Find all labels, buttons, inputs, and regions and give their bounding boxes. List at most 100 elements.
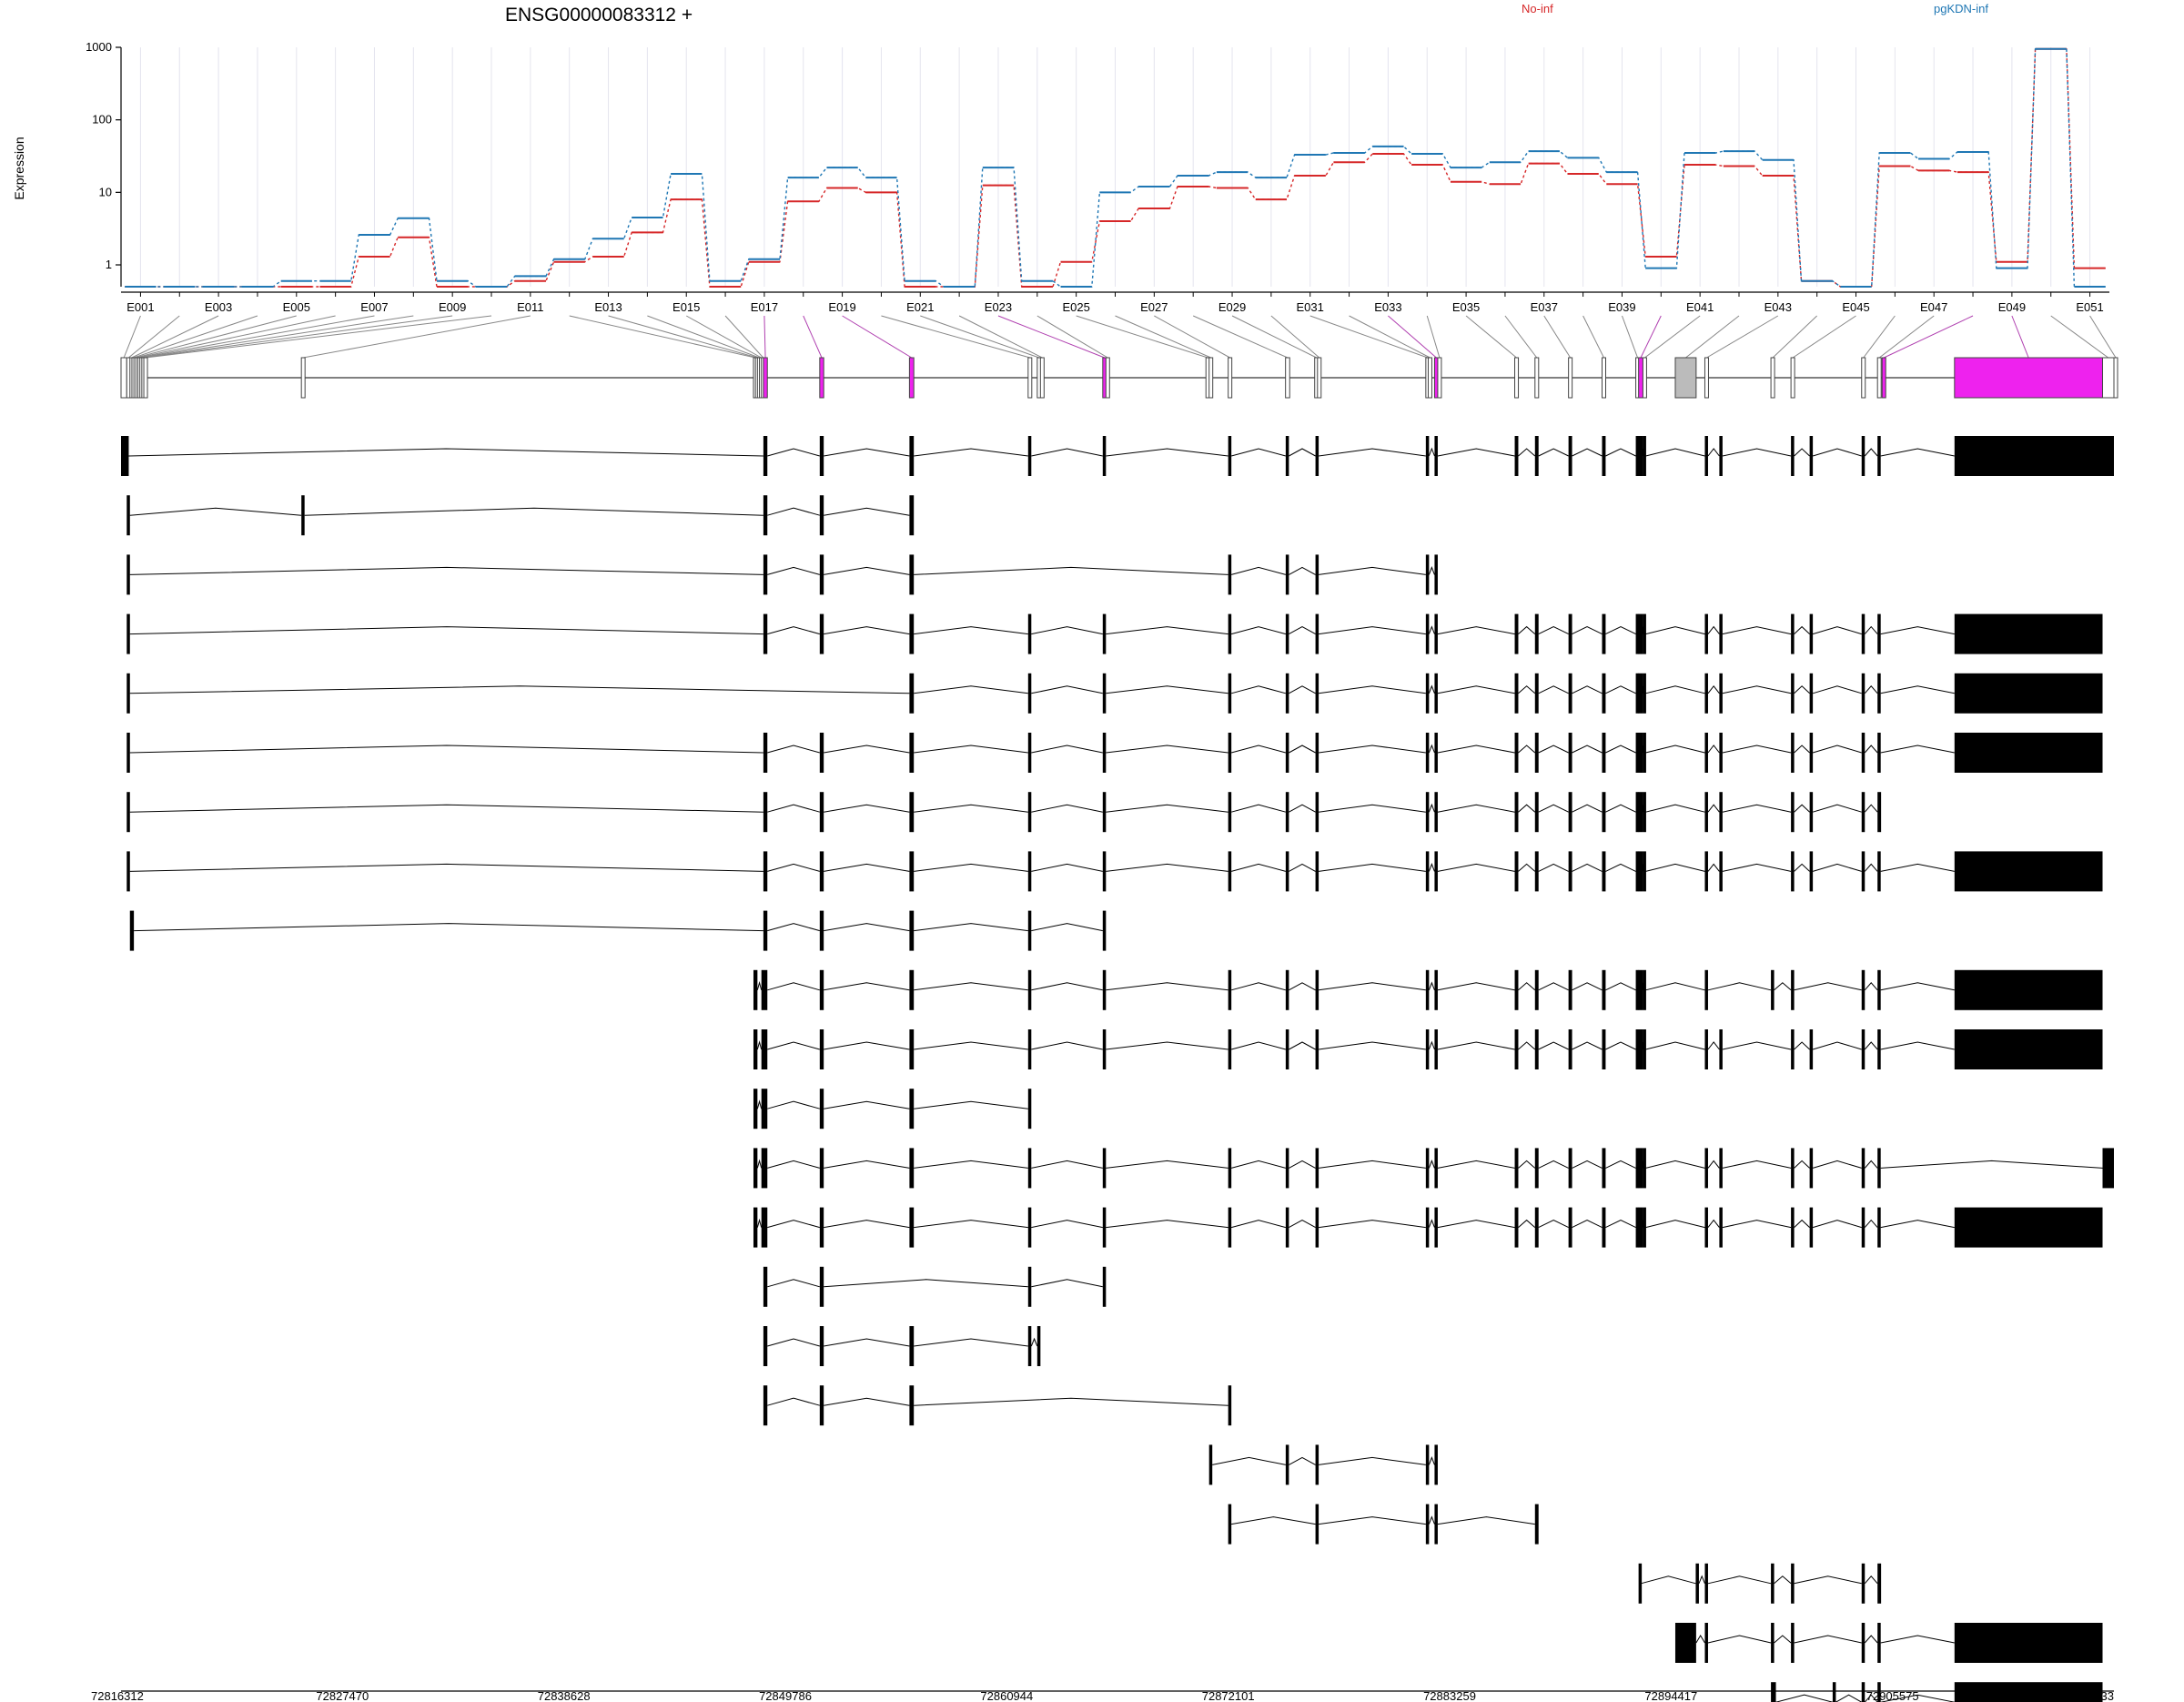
intron-line: [1437, 1041, 1515, 1050]
transcript-exon: [1102, 673, 1107, 714]
intron-line: [1031, 923, 1103, 932]
intron-line: [1437, 863, 1515, 872]
exon-e036: [1534, 357, 1540, 399]
transcript-exon: [1102, 969, 1107, 1010]
transcript-exon: [1568, 673, 1572, 714]
transcript-exon: [1228, 436, 1232, 476]
intron-line: [1031, 982, 1103, 991]
intron-line: [767, 507, 820, 516]
transcript-exon: [1102, 436, 1107, 476]
transcript-exon: [763, 554, 768, 595]
intron-line: [1722, 1041, 1792, 1050]
transcript-exon: [1425, 792, 1430, 833]
plot-grid: [139, 47, 2091, 287]
transcript-exon: [1434, 673, 1438, 714]
intron-line: [129, 566, 763, 575]
intron-line: [1518, 1160, 1536, 1169]
transcript-exon: [1434, 1207, 1438, 1248]
exon-connector: [1685, 315, 1740, 359]
exon-connector: [1115, 315, 1211, 359]
transcript-exon: [1514, 436, 1519, 476]
intron-line: [1437, 982, 1515, 991]
transcript-exon: [1315, 1504, 1320, 1545]
intron-line: [914, 1220, 1028, 1229]
transcript-exon: [126, 792, 130, 833]
transcript-exon: [1791, 436, 1795, 476]
transcript-exon: [1534, 851, 1539, 892]
exon-connector: [1076, 315, 1208, 359]
intron-line: [1812, 863, 1862, 872]
intron-line: [914, 566, 1228, 575]
transcript-1: [121, 436, 2114, 476]
transcript-exon: [1027, 1029, 1032, 1069]
transcript-exon: [819, 910, 824, 951]
intron-line: [1722, 863, 1792, 872]
intron-line: [1289, 685, 1316, 694]
intron-line: [1106, 745, 1228, 754]
transcript-exon: [1635, 969, 1640, 1010]
intron-line: [767, 1160, 820, 1169]
transcript-exon: [1809, 1148, 1814, 1189]
legend-pgkdn-inf: pgKDN-inf: [1934, 2, 1988, 15]
x-tick-label: E021: [906, 300, 934, 314]
transcript-exon: [909, 1089, 915, 1130]
transcript-exon: [126, 554, 130, 595]
x-tick-label: E013: [594, 300, 622, 314]
intron-line: [1707, 1041, 1720, 1050]
intron-line: [914, 1160, 1028, 1169]
transcript-exon: [1315, 969, 1320, 1010]
transcript-22: [1771, 1682, 2103, 1702]
transcript-exon: [1514, 1207, 1519, 1248]
transcript-exon: [1102, 910, 1107, 951]
transcript-exon: [763, 436, 768, 476]
transcript-exon: [909, 792, 915, 833]
intron-line: [1319, 982, 1426, 991]
transcript-exon: [1791, 792, 1795, 833]
intron-line: [1289, 1220, 1316, 1229]
intron-line: [1794, 685, 1810, 694]
transcript-exon: [1534, 1207, 1539, 1248]
exon-connector: [647, 315, 760, 359]
transcript-exon: [1285, 613, 1289, 654]
transcript-exon: [1027, 436, 1032, 476]
intron-line: [128, 448, 763, 457]
intron-line: [1707, 448, 1720, 457]
transcript-exon: [909, 1385, 915, 1426]
transcript-exon: [1832, 1682, 1836, 1702]
transcript-exon: [1809, 1207, 1814, 1248]
x-tick-label: E017: [751, 300, 778, 314]
transcript-exon: [819, 1089, 824, 1130]
transcript-exon: [1568, 1029, 1572, 1069]
transcript-exon: [1861, 733, 1866, 773]
intron-line: [1031, 863, 1103, 872]
transcript-exon: [1315, 1148, 1320, 1189]
exon-connector: [763, 315, 766, 359]
intron-line: [1031, 685, 1103, 694]
transcript-exon: [1704, 613, 1708, 654]
transcript-exon: [1102, 1266, 1107, 1307]
genome-tick-label: 72905575: [1866, 1689, 1919, 1702]
transcript-exon: [1877, 1563, 1882, 1604]
intron-line: [1230, 448, 1287, 457]
intron-line: [914, 1338, 1028, 1347]
transcript-exon: [1602, 436, 1606, 476]
intron-line: [1812, 1160, 1862, 1169]
intron-line: [1707, 684, 1720, 694]
transcript-exon: [1635, 613, 1640, 654]
intron-line: [1031, 1279, 1103, 1288]
transcript-exon: [763, 792, 768, 833]
x-tick-label: E007: [360, 300, 388, 314]
transcript-exon: [1228, 554, 1232, 595]
intron-line: [1707, 1160, 1720, 1169]
intron-line: [1812, 685, 1862, 694]
intron-line: [129, 804, 763, 813]
transcript-exon: [1425, 733, 1430, 773]
transcript-exon: [1434, 1444, 1438, 1485]
intron-line: [1605, 685, 1636, 694]
exon-e011: [300, 357, 306, 399]
exon-connector: [608, 315, 758, 359]
transcript-exon: [1954, 1623, 2103, 1663]
intron-line: [1775, 1694, 1834, 1702]
intron-line: [1319, 685, 1426, 694]
transcript-exon: [909, 1148, 915, 1189]
